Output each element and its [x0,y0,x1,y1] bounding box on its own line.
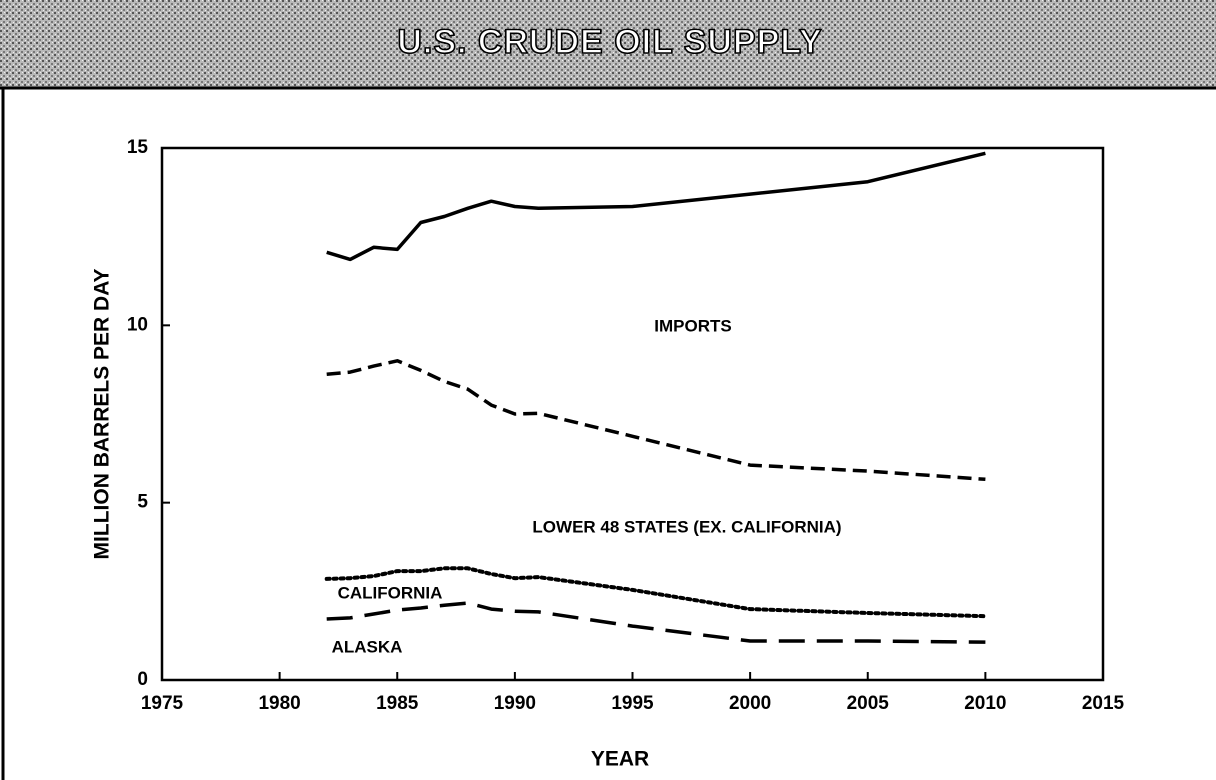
y-tick-label: 5 [137,492,148,513]
x-tick-label: 2010 [964,693,1006,714]
series-line [324,566,988,619]
x-tick-label: 1990 [494,693,536,714]
plot-frame [160,146,1105,682]
chart-title: U.S. CRUDE OIL SUPPLY [397,23,822,61]
x-axis-title: YEAR [591,748,649,771]
y-axis-title: MILLION BARRELS PER DAY [91,269,114,560]
series-label: ALASKA [332,637,403,656]
x-tick-label: 2005 [847,693,890,714]
x-tick-label: 1985 [376,693,419,714]
y-tick-label: 15 [127,137,149,158]
header-band [0,0,1216,88]
series-line [326,151,986,262]
y-tick-label: 10 [127,314,148,335]
x-tick-label: 1995 [611,693,654,714]
series-label: CALIFORNIA [338,583,443,602]
series-line [326,601,986,644]
x-tick-label: 2015 [1082,693,1125,714]
x-tick-label: 1975 [141,693,184,714]
y-tick-label: 0 [137,669,148,690]
x-tick-label: 1980 [258,693,300,714]
x-tick-label: 2000 [729,693,771,714]
series-label: LOWER 48 STATES (EX. CALIFORNIA) [532,517,841,536]
series-line [326,359,986,482]
series-label: IMPORTS [654,316,731,335]
